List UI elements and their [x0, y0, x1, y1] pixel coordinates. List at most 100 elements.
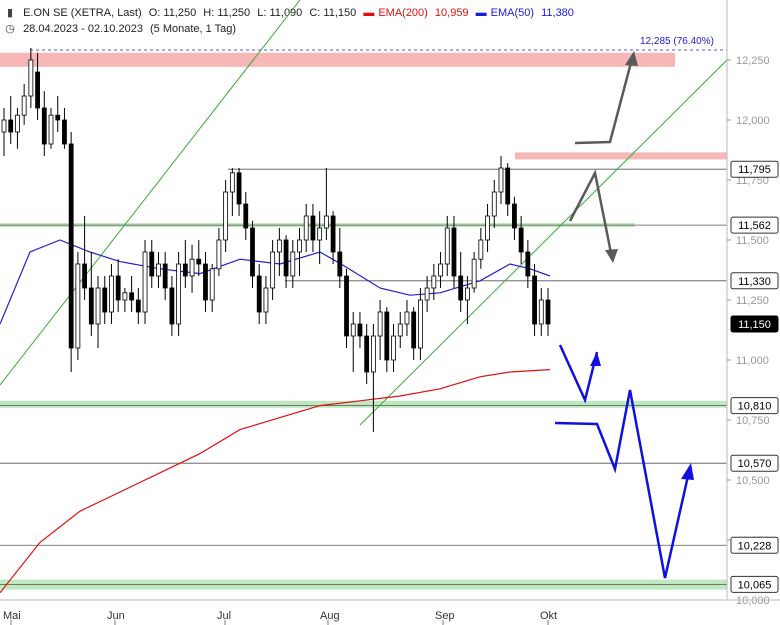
candle	[465, 276, 470, 324]
candle-body	[417, 299, 423, 349]
candle-body	[1, 119, 7, 133]
candle	[1, 108, 7, 156]
level-box-label: 10,570	[738, 458, 772, 470]
candle-body	[229, 172, 235, 193]
level-box-bg	[730, 272, 779, 290]
candle-body	[55, 114, 61, 121]
candle	[203, 252, 208, 312]
level-box-label: 11,795	[738, 164, 771, 176]
candle-body	[370, 335, 376, 373]
candle-body	[431, 275, 437, 289]
candle	[68, 132, 74, 372]
candle	[283, 235, 289, 288]
projection-blue-1	[558, 344, 599, 404]
level-box: 11,150	[730, 315, 779, 333]
candle	[135, 288, 141, 324]
level-box-bg	[730, 160, 779, 178]
candle-body	[48, 114, 54, 145]
ema50-value: 11,380	[541, 7, 574, 19]
candle	[243, 192, 249, 240]
candle	[48, 108, 54, 149]
candle-body	[384, 311, 390, 361]
candle	[518, 216, 524, 264]
open-value: O: 11,250	[148, 7, 197, 19]
candle-body	[250, 227, 255, 277]
candle-body	[458, 275, 464, 301]
candle	[424, 276, 430, 312]
candle-body	[203, 263, 208, 301]
y-tick-label: 10,000	[736, 595, 770, 607]
candle-body	[176, 263, 182, 325]
candle-body	[68, 143, 74, 349]
candle	[142, 240, 148, 324]
candle-body	[75, 263, 81, 349]
candle-body	[364, 335, 370, 373]
candle-body	[438, 263, 443, 277]
candle	[337, 228, 343, 288]
high-value: H: 11,250	[203, 7, 251, 19]
candle-body	[451, 227, 457, 277]
candle-body	[209, 268, 215, 301]
level-box: 10,570	[730, 454, 779, 472]
candle	[471, 252, 477, 293]
level-box-bg	[730, 216, 779, 234]
candle	[512, 196, 517, 240]
candle	[229, 168, 235, 216]
target-annotation: 12,285 (76.40%)	[640, 36, 714, 47]
level-box: 11,330	[730, 272, 779, 290]
candle-body	[41, 107, 47, 145]
level-box-bg	[730, 454, 779, 472]
x-tick-label: Sep	[435, 610, 455, 622]
ema200-label: EMA(200)	[378, 7, 428, 19]
level-box-label: 10,810	[738, 401, 772, 413]
projection-gray-up-arrowhead	[625, 51, 638, 66]
y-tick-label: 12,000	[736, 115, 770, 127]
candle	[8, 96, 14, 144]
candle	[256, 264, 262, 324]
candle-body	[350, 323, 356, 337]
candle	[62, 108, 67, 149]
candle-body	[344, 275, 349, 337]
candle	[182, 240, 188, 288]
candle	[102, 276, 108, 324]
candle	[250, 220, 255, 288]
candle	[88, 252, 94, 336]
candle	[75, 252, 81, 360]
candle-body	[135, 299, 141, 313]
candle-body	[196, 258, 202, 265]
candle	[223, 180, 229, 252]
y-tick-label: 11,250	[736, 295, 769, 307]
candle-body	[303, 215, 309, 241]
candle	[115, 259, 121, 312]
candle-body	[8, 119, 14, 133]
candle-body	[216, 239, 222, 270]
candle	[438, 252, 443, 288]
chart-header: ▮ E.ON SE (XETRA, Last) O: 11,250 H: 11,…	[4, 6, 578, 19]
channel-lower-line	[359, 59, 728, 426]
candle-body	[149, 251, 155, 277]
candle	[491, 180, 497, 228]
level-box-label: 10,228	[738, 540, 772, 552]
candle	[95, 276, 101, 348]
candle	[236, 168, 242, 216]
candle	[55, 96, 61, 132]
resistance-zone-sep	[515, 152, 727, 160]
projection-gray-down-arrowhead	[605, 249, 618, 263]
y-tick-label: 11,500	[736, 235, 769, 247]
candle-body	[538, 299, 544, 325]
candle-body	[142, 251, 148, 313]
candle	[317, 211, 323, 264]
level-box-label: 11,150	[738, 319, 771, 331]
candle-body	[498, 167, 504, 193]
candle-body	[21, 95, 27, 116]
period-label: (5 Monate, 1 Tag)	[150, 23, 237, 35]
candle	[478, 228, 484, 269]
date-range: 28.04.2023 - 02.10.2023	[23, 23, 143, 35]
level-box: 11,795	[730, 160, 779, 178]
candle	[431, 264, 437, 300]
candle	[411, 307, 417, 360]
candle	[196, 240, 202, 276]
candle-body	[109, 275, 114, 313]
candle-body	[115, 275, 121, 301]
candle-body	[88, 287, 94, 325]
